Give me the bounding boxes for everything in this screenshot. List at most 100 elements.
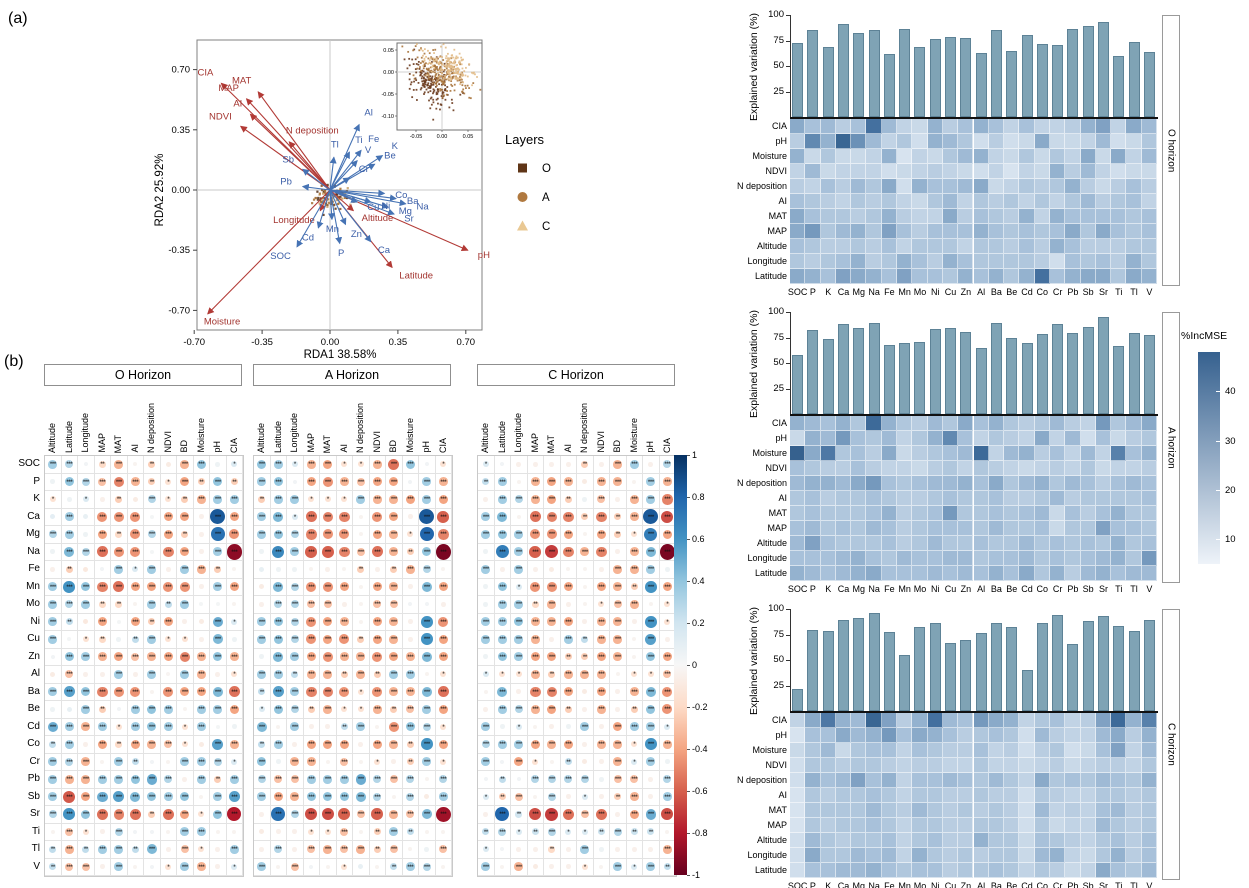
significance-stars: *** bbox=[66, 461, 73, 469]
bar-y-tick bbox=[786, 660, 790, 661]
corr-cell: *** bbox=[419, 508, 436, 526]
corr-cell: *** bbox=[560, 543, 577, 561]
corr-cell: * bbox=[160, 473, 177, 491]
corr-circle bbox=[356, 477, 365, 486]
colorbar-tick-label: 0.2 bbox=[692, 618, 705, 628]
corr-circle bbox=[133, 829, 138, 834]
significance-stars: * bbox=[633, 758, 636, 766]
incmse-cell bbox=[1126, 179, 1142, 194]
corr-circle bbox=[258, 706, 265, 713]
incmse-cell bbox=[820, 476, 836, 491]
significance-stars: *** bbox=[291, 776, 299, 784]
significance-stars: *** bbox=[341, 531, 348, 539]
incmse-cell bbox=[1034, 848, 1050, 863]
corr-circle bbox=[323, 669, 333, 679]
incmse-cell bbox=[1126, 431, 1142, 446]
corr-circle bbox=[483, 706, 489, 712]
corr-cell bbox=[577, 561, 594, 579]
incmse-cell bbox=[897, 566, 913, 581]
corr-circle bbox=[197, 478, 205, 486]
significance-stars: *** bbox=[82, 758, 90, 766]
corr-cell: *** bbox=[303, 683, 320, 701]
corr-circle bbox=[306, 686, 317, 697]
significance-stars: *** bbox=[499, 706, 506, 714]
corr-circle bbox=[149, 549, 154, 554]
corr-cell: *** bbox=[127, 788, 144, 806]
incmse-cell bbox=[912, 833, 928, 848]
incmse-cell bbox=[805, 431, 821, 446]
corr-circle bbox=[290, 530, 299, 539]
corr-cell: ** bbox=[386, 561, 403, 579]
incmse-cell bbox=[1080, 521, 1096, 536]
explained-variation-bar bbox=[868, 613, 880, 711]
incmse-cell bbox=[1019, 566, 1035, 581]
significance-stars: *** bbox=[99, 741, 106, 749]
corr-circle bbox=[231, 461, 238, 468]
corr-circle bbox=[630, 705, 638, 713]
corr-cell: *** bbox=[511, 788, 528, 806]
corr-cell: *** bbox=[94, 841, 111, 859]
significance-stars: *** bbox=[440, 548, 447, 556]
incmse-cell bbox=[1111, 461, 1127, 476]
incmse-cell bbox=[1095, 743, 1112, 758]
corr-circle bbox=[389, 845, 398, 854]
corr-circle bbox=[629, 809, 639, 819]
incmse-cell bbox=[820, 446, 836, 461]
significance-stars: *** bbox=[598, 478, 605, 486]
corr-circle bbox=[598, 846, 604, 852]
significance-stars: *** bbox=[664, 793, 671, 801]
corr-cell bbox=[577, 753, 594, 771]
corr-cell: *** bbox=[527, 508, 544, 526]
corr-cell: *** bbox=[643, 718, 660, 736]
significance-stars: *** bbox=[165, 531, 172, 539]
incmse-cell bbox=[881, 713, 898, 728]
bar-y-axis bbox=[790, 15, 791, 117]
incmse-row-label: MAP bbox=[767, 226, 787, 236]
corr-circle bbox=[149, 689, 154, 694]
significance-stars: *** bbox=[275, 601, 282, 609]
incmse-cell bbox=[1141, 848, 1157, 863]
incmse-cell bbox=[790, 803, 806, 818]
incmse-cell bbox=[1049, 446, 1066, 461]
incmse-cell bbox=[897, 803, 913, 818]
significance-stars: *** bbox=[324, 653, 332, 661]
significance-stars: *** bbox=[214, 618, 222, 626]
incmse-cell bbox=[1080, 743, 1096, 758]
incmse-cell bbox=[790, 179, 806, 194]
significance-stars: ** bbox=[342, 671, 347, 679]
significance-stars: *** bbox=[181, 548, 189, 556]
significance-stars: * bbox=[633, 671, 636, 679]
significance-stars: *** bbox=[66, 793, 73, 801]
incmse-cell bbox=[1065, 194, 1081, 209]
corr-cell bbox=[336, 561, 353, 579]
svg-text:MAP: MAP bbox=[218, 83, 239, 94]
corr-cell: *** bbox=[544, 473, 561, 491]
significance-stars: *** bbox=[374, 688, 381, 696]
incmse-cell bbox=[835, 833, 852, 848]
explained-variation-bar bbox=[1097, 317, 1109, 414]
incmse-cell bbox=[866, 743, 882, 758]
corr-cell: *** bbox=[320, 578, 337, 596]
corr-cell: *** bbox=[369, 683, 386, 701]
incmse-cell bbox=[988, 491, 1005, 506]
rf-x-label: Mn bbox=[898, 881, 911, 888]
significance-stars: * bbox=[517, 828, 521, 836]
incmse-cell bbox=[820, 818, 836, 833]
significance-stars: *** bbox=[440, 793, 447, 801]
corr-circle bbox=[597, 828, 605, 836]
rf-x-label: Cu bbox=[944, 881, 957, 888]
corr-circle bbox=[646, 564, 656, 574]
incmse-cell bbox=[1080, 788, 1096, 803]
significance-stars: *** bbox=[440, 583, 447, 591]
corr-circle bbox=[648, 776, 654, 782]
corr-circle bbox=[180, 809, 190, 819]
incmse-cell bbox=[881, 476, 898, 491]
significance-stars: *** bbox=[181, 688, 189, 696]
corr-circle bbox=[165, 846, 171, 852]
incmse-cell bbox=[835, 209, 852, 224]
significance-stars: *** bbox=[324, 811, 332, 819]
corr-circle bbox=[582, 689, 588, 695]
significance-stars: *** bbox=[598, 583, 605, 591]
significance-stars: ** bbox=[615, 513, 621, 521]
rf-x-label: Ni bbox=[931, 584, 940, 594]
